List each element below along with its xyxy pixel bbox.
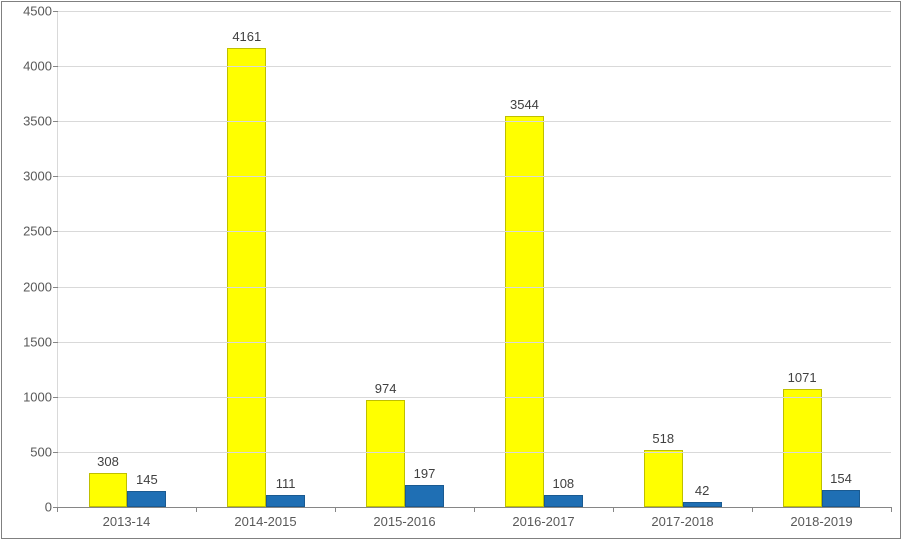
x-tick-label: 2013-14 bbox=[57, 508, 196, 538]
x-tick-label: 2014-2015 bbox=[196, 508, 335, 538]
bar bbox=[366, 400, 405, 507]
bar bbox=[127, 491, 166, 507]
y-tick-mark bbox=[53, 397, 58, 398]
bar-group: 518 42 bbox=[613, 11, 752, 507]
y-tick-mark bbox=[53, 342, 58, 343]
y-tick-mark bbox=[53, 66, 58, 67]
bar bbox=[266, 495, 305, 507]
x-tick-label: 2015-2016 bbox=[335, 508, 474, 538]
x-tick-text: 2014-2015 bbox=[234, 514, 296, 529]
gridline bbox=[58, 11, 891, 12]
gridline bbox=[58, 176, 891, 177]
gridline bbox=[58, 287, 891, 288]
gridline bbox=[58, 66, 891, 67]
bar bbox=[227, 48, 266, 507]
x-tick-text: 2015-2016 bbox=[373, 514, 435, 529]
y-tick-mark bbox=[53, 176, 58, 177]
gridline bbox=[58, 121, 891, 122]
x-axis-labels: 2013-14 2014-2015 2015-2016 2016-2017 2017-2… bbox=[57, 508, 891, 538]
y-tick-mark bbox=[53, 287, 58, 288]
x-tick-mark bbox=[891, 507, 892, 512]
x-tick-label: 2016-2017 bbox=[474, 508, 613, 538]
bar bbox=[783, 389, 822, 507]
bar bbox=[683, 502, 722, 507]
bar-group: 974 197 bbox=[336, 11, 475, 507]
x-tick-text: 2013-14 bbox=[103, 514, 151, 529]
bar-value-label: 4161 bbox=[217, 29, 277, 44]
bar-value-label: 308 bbox=[78, 454, 138, 469]
bar-value-label: 518 bbox=[633, 431, 693, 446]
bar-value-label: 1071 bbox=[772, 370, 832, 385]
bar-value-label: 108 bbox=[533, 476, 593, 491]
x-tick-text: 2017-2018 bbox=[651, 514, 713, 529]
y-tick-mark bbox=[53, 452, 58, 453]
y-tick-mark bbox=[53, 11, 58, 12]
bar-value-label: 974 bbox=[356, 381, 416, 396]
x-tick-label: 2018-2019 bbox=[752, 508, 891, 538]
bar bbox=[505, 116, 544, 507]
bar-value-label: 111 bbox=[256, 476, 316, 491]
x-tick-text: 2018-2019 bbox=[790, 514, 852, 529]
gridline bbox=[58, 452, 891, 453]
y-tick-mark bbox=[53, 231, 58, 232]
y-tick-mark bbox=[53, 121, 58, 122]
bar-value-label: 3544 bbox=[494, 97, 554, 112]
bar bbox=[405, 485, 444, 507]
gridline bbox=[58, 342, 891, 343]
gridline bbox=[58, 397, 891, 398]
chart-frame: 30814541611119741973544108518421071154 0… bbox=[1, 1, 901, 539]
bar-group: 308145 bbox=[58, 11, 197, 507]
gridline bbox=[58, 231, 891, 232]
bar-group: 4161 111 bbox=[197, 11, 336, 507]
bars-layer: 30814541611119741973544108518421071154 bbox=[58, 11, 891, 507]
bar-group: 3544 108 bbox=[474, 11, 613, 507]
bar-group: 1071 154 bbox=[752, 11, 891, 507]
bar bbox=[544, 495, 583, 507]
bar-value-label: 42 bbox=[672, 483, 732, 498]
x-tick-text: 2016-2017 bbox=[512, 514, 574, 529]
x-tick-label: 2017-2018 bbox=[613, 508, 752, 538]
bar-value-label: 154 bbox=[811, 471, 871, 486]
bar-value-label: 145 bbox=[117, 472, 177, 487]
bar bbox=[822, 490, 861, 507]
bar-value-label: 197 bbox=[395, 466, 455, 481]
bar bbox=[644, 450, 683, 507]
plot-area: 30814541611119741973544108518421071154 0… bbox=[57, 11, 891, 508]
